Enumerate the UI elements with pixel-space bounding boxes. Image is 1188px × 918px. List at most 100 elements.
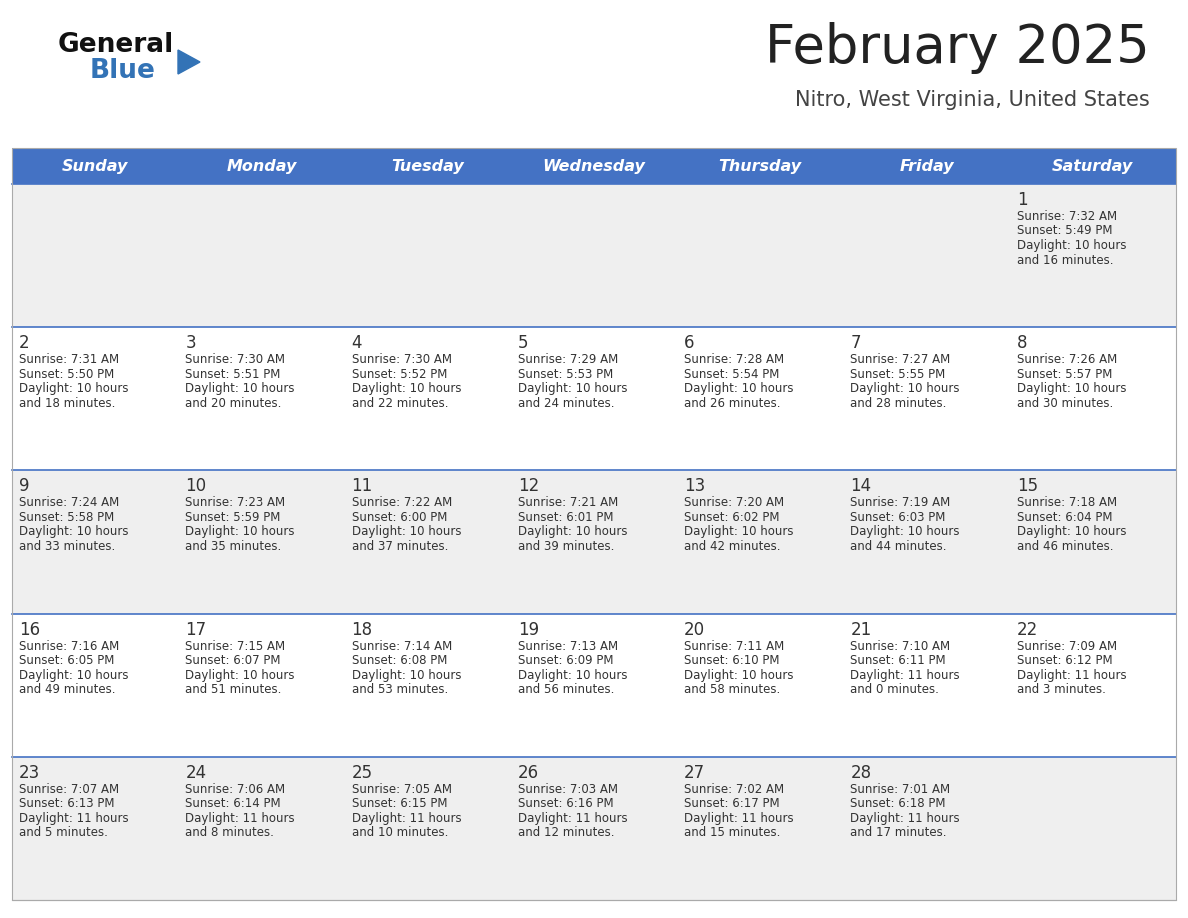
Text: Daylight: 10 hours: Daylight: 10 hours xyxy=(1017,239,1126,252)
Text: and 42 minutes.: and 42 minutes. xyxy=(684,540,781,553)
Text: 2: 2 xyxy=(19,334,30,353)
Text: Sunrise: 7:02 AM: Sunrise: 7:02 AM xyxy=(684,783,784,796)
Text: Sunset: 6:10 PM: Sunset: 6:10 PM xyxy=(684,655,779,667)
Bar xyxy=(12,613,1176,756)
Text: 16: 16 xyxy=(19,621,40,639)
Text: and 56 minutes.: and 56 minutes. xyxy=(518,683,614,696)
Bar xyxy=(12,148,1176,184)
Text: Wednesday: Wednesday xyxy=(543,159,645,174)
Bar xyxy=(12,148,1176,900)
Text: Sunrise: 7:11 AM: Sunrise: 7:11 AM xyxy=(684,640,784,653)
Text: and 16 minutes.: and 16 minutes. xyxy=(1017,253,1113,266)
Text: Sunrise: 7:30 AM: Sunrise: 7:30 AM xyxy=(185,353,285,366)
Text: 3: 3 xyxy=(185,334,196,353)
Text: Sunday: Sunday xyxy=(62,159,128,174)
Text: and 24 minutes.: and 24 minutes. xyxy=(518,397,614,409)
Text: and 39 minutes.: and 39 minutes. xyxy=(518,540,614,553)
Text: Daylight: 10 hours: Daylight: 10 hours xyxy=(1017,525,1126,538)
Text: 14: 14 xyxy=(851,477,872,496)
Text: Sunset: 6:05 PM: Sunset: 6:05 PM xyxy=(19,655,114,667)
Text: and 8 minutes.: and 8 minutes. xyxy=(185,826,274,839)
Text: Sunrise: 7:24 AM: Sunrise: 7:24 AM xyxy=(19,497,119,509)
Text: Daylight: 10 hours: Daylight: 10 hours xyxy=(352,382,461,396)
Text: Sunset: 5:57 PM: Sunset: 5:57 PM xyxy=(1017,368,1112,381)
Text: and 51 minutes.: and 51 minutes. xyxy=(185,683,282,696)
Text: and 44 minutes.: and 44 minutes. xyxy=(851,540,947,553)
Text: Sunrise: 7:15 AM: Sunrise: 7:15 AM xyxy=(185,640,285,653)
Text: and 5 minutes.: and 5 minutes. xyxy=(19,826,108,839)
Text: 13: 13 xyxy=(684,477,706,496)
Text: 8: 8 xyxy=(1017,334,1028,353)
Text: 11: 11 xyxy=(352,477,373,496)
Text: Daylight: 10 hours: Daylight: 10 hours xyxy=(19,668,128,681)
Text: and 46 minutes.: and 46 minutes. xyxy=(1017,540,1113,553)
Text: and 22 minutes.: and 22 minutes. xyxy=(352,397,448,409)
Bar xyxy=(12,184,1176,327)
Text: Sunrise: 7:28 AM: Sunrise: 7:28 AM xyxy=(684,353,784,366)
Text: February 2025: February 2025 xyxy=(765,22,1150,74)
Text: Sunrise: 7:27 AM: Sunrise: 7:27 AM xyxy=(851,353,950,366)
Text: and 30 minutes.: and 30 minutes. xyxy=(1017,397,1113,409)
Text: Daylight: 11 hours: Daylight: 11 hours xyxy=(684,812,794,824)
Text: Monday: Monday xyxy=(226,159,297,174)
Text: Sunrise: 7:18 AM: Sunrise: 7:18 AM xyxy=(1017,497,1117,509)
Text: 25: 25 xyxy=(352,764,373,782)
Text: 24: 24 xyxy=(185,764,207,782)
Text: 21: 21 xyxy=(851,621,872,639)
Text: Daylight: 10 hours: Daylight: 10 hours xyxy=(684,525,794,538)
Text: Daylight: 11 hours: Daylight: 11 hours xyxy=(1017,668,1126,681)
Text: Sunset: 6:01 PM: Sunset: 6:01 PM xyxy=(518,511,613,524)
Text: Sunset: 6:13 PM: Sunset: 6:13 PM xyxy=(19,798,114,811)
Text: Daylight: 11 hours: Daylight: 11 hours xyxy=(518,812,627,824)
Text: 22: 22 xyxy=(1017,621,1038,639)
Text: Sunrise: 7:16 AM: Sunrise: 7:16 AM xyxy=(19,640,119,653)
Text: Sunset: 6:03 PM: Sunset: 6:03 PM xyxy=(851,511,946,524)
Text: Sunset: 6:18 PM: Sunset: 6:18 PM xyxy=(851,798,946,811)
Text: and 10 minutes.: and 10 minutes. xyxy=(352,826,448,839)
Text: and 33 minutes.: and 33 minutes. xyxy=(19,540,115,553)
Text: Sunset: 5:49 PM: Sunset: 5:49 PM xyxy=(1017,225,1112,238)
Text: and 12 minutes.: and 12 minutes. xyxy=(518,826,614,839)
Text: and 26 minutes.: and 26 minutes. xyxy=(684,397,781,409)
Text: Nitro, West Virginia, United States: Nitro, West Virginia, United States xyxy=(795,90,1150,110)
Bar xyxy=(12,756,1176,900)
Text: 1: 1 xyxy=(1017,191,1028,209)
Text: and 18 minutes.: and 18 minutes. xyxy=(19,397,115,409)
Text: Daylight: 10 hours: Daylight: 10 hours xyxy=(518,668,627,681)
Text: and 28 minutes.: and 28 minutes. xyxy=(851,397,947,409)
Text: 12: 12 xyxy=(518,477,539,496)
Text: Sunrise: 7:23 AM: Sunrise: 7:23 AM xyxy=(185,497,285,509)
Text: 9: 9 xyxy=(19,477,30,496)
Text: Daylight: 11 hours: Daylight: 11 hours xyxy=(19,812,128,824)
Text: 18: 18 xyxy=(352,621,373,639)
Text: Daylight: 10 hours: Daylight: 10 hours xyxy=(185,525,295,538)
Text: Sunrise: 7:29 AM: Sunrise: 7:29 AM xyxy=(518,353,618,366)
Text: 7: 7 xyxy=(851,334,861,353)
Text: Sunset: 6:00 PM: Sunset: 6:00 PM xyxy=(352,511,447,524)
Text: Sunset: 6:08 PM: Sunset: 6:08 PM xyxy=(352,655,447,667)
Text: Daylight: 11 hours: Daylight: 11 hours xyxy=(851,812,960,824)
Text: Sunrise: 7:19 AM: Sunrise: 7:19 AM xyxy=(851,497,950,509)
Text: and 17 minutes.: and 17 minutes. xyxy=(851,826,947,839)
Text: Daylight: 10 hours: Daylight: 10 hours xyxy=(19,382,128,396)
Text: 17: 17 xyxy=(185,621,207,639)
Text: Sunset: 6:12 PM: Sunset: 6:12 PM xyxy=(1017,655,1112,667)
Text: Sunrise: 7:20 AM: Sunrise: 7:20 AM xyxy=(684,497,784,509)
Text: Daylight: 10 hours: Daylight: 10 hours xyxy=(185,668,295,681)
Text: Daylight: 10 hours: Daylight: 10 hours xyxy=(185,382,295,396)
Text: Sunset: 5:51 PM: Sunset: 5:51 PM xyxy=(185,368,280,381)
Text: Sunrise: 7:32 AM: Sunrise: 7:32 AM xyxy=(1017,210,1117,223)
Text: Sunrise: 7:14 AM: Sunrise: 7:14 AM xyxy=(352,640,451,653)
Text: Saturday: Saturday xyxy=(1053,159,1133,174)
Text: Sunrise: 7:13 AM: Sunrise: 7:13 AM xyxy=(518,640,618,653)
Polygon shape xyxy=(178,50,200,74)
Text: and 0 minutes.: and 0 minutes. xyxy=(851,683,940,696)
Text: 15: 15 xyxy=(1017,477,1038,496)
Text: Sunset: 6:14 PM: Sunset: 6:14 PM xyxy=(185,798,280,811)
Text: Blue: Blue xyxy=(90,58,156,84)
Text: 27: 27 xyxy=(684,764,706,782)
Text: Daylight: 10 hours: Daylight: 10 hours xyxy=(684,668,794,681)
Text: 5: 5 xyxy=(518,334,529,353)
Text: and 3 minutes.: and 3 minutes. xyxy=(1017,683,1106,696)
Text: Daylight: 10 hours: Daylight: 10 hours xyxy=(352,525,461,538)
